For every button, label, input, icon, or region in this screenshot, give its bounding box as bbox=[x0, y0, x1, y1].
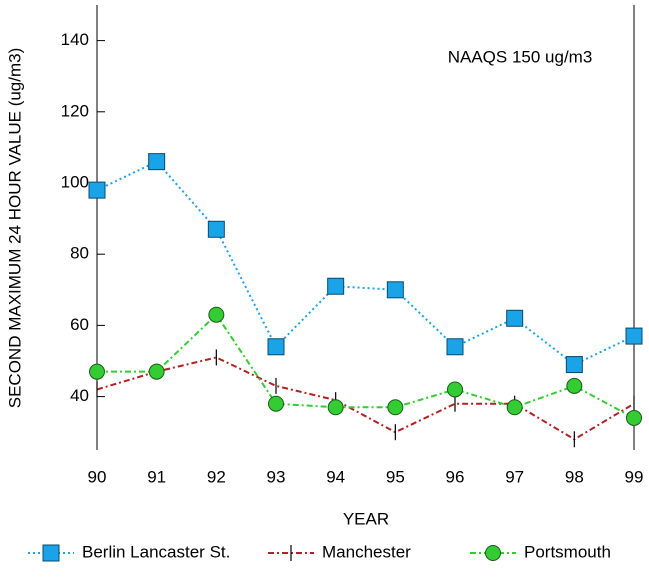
x-tick-label: 99 bbox=[625, 467, 644, 486]
y-tick-label: 100 bbox=[61, 172, 89, 191]
x-tick-label: 91 bbox=[147, 467, 166, 486]
series-line bbox=[96, 356, 635, 441]
marker bbox=[565, 356, 583, 374]
marker bbox=[386, 281, 404, 299]
x-tick-label: 93 bbox=[267, 467, 286, 486]
marker bbox=[268, 395, 284, 412]
x-axis-label: YEAR bbox=[343, 509, 389, 528]
x-tick-label: 96 bbox=[446, 467, 465, 486]
legend-marker bbox=[485, 545, 501, 561]
legend-label: Berlin Lancaster St. bbox=[82, 542, 230, 561]
x-tick-label: 92 bbox=[207, 467, 226, 486]
marker bbox=[626, 409, 642, 426]
marker bbox=[327, 277, 345, 295]
marker bbox=[625, 327, 643, 345]
legend-label: Manchester bbox=[322, 542, 411, 561]
marker bbox=[506, 399, 523, 416]
marker bbox=[387, 399, 404, 416]
x-tick-label: 90 bbox=[88, 467, 107, 486]
legend-label: Portsmouth bbox=[524, 542, 611, 561]
x-tick-label: 98 bbox=[565, 467, 584, 486]
marker bbox=[207, 220, 225, 238]
marker bbox=[148, 153, 166, 171]
series-line bbox=[97, 313, 635, 419]
x-tick-label: 97 bbox=[505, 467, 524, 486]
marker bbox=[327, 399, 344, 416]
marker bbox=[148, 363, 165, 380]
marker bbox=[506, 309, 524, 327]
marker bbox=[88, 181, 106, 199]
marker bbox=[447, 381, 463, 398]
marker bbox=[566, 377, 583, 394]
x-tick-label: 94 bbox=[326, 467, 345, 486]
y-tick-label: 80 bbox=[70, 244, 89, 263]
x-tick-label: 95 bbox=[386, 467, 405, 486]
y-tick-label: 40 bbox=[70, 386, 89, 405]
annotation: NAAQS 150 ug/m3 bbox=[448, 47, 593, 66]
y-tick-label: 120 bbox=[61, 101, 89, 120]
marker bbox=[89, 363, 105, 380]
marker bbox=[208, 306, 225, 323]
marker bbox=[446, 338, 464, 356]
legend-marker bbox=[42, 544, 60, 562]
marker bbox=[267, 338, 285, 356]
y-tick-label: 140 bbox=[61, 30, 89, 49]
y-axis-label: SECOND MAXIMUM 24 HOUR VALUE (ug/m3) bbox=[5, 48, 24, 409]
series-line bbox=[96, 160, 635, 366]
y-tick-label: 60 bbox=[70, 315, 89, 334]
